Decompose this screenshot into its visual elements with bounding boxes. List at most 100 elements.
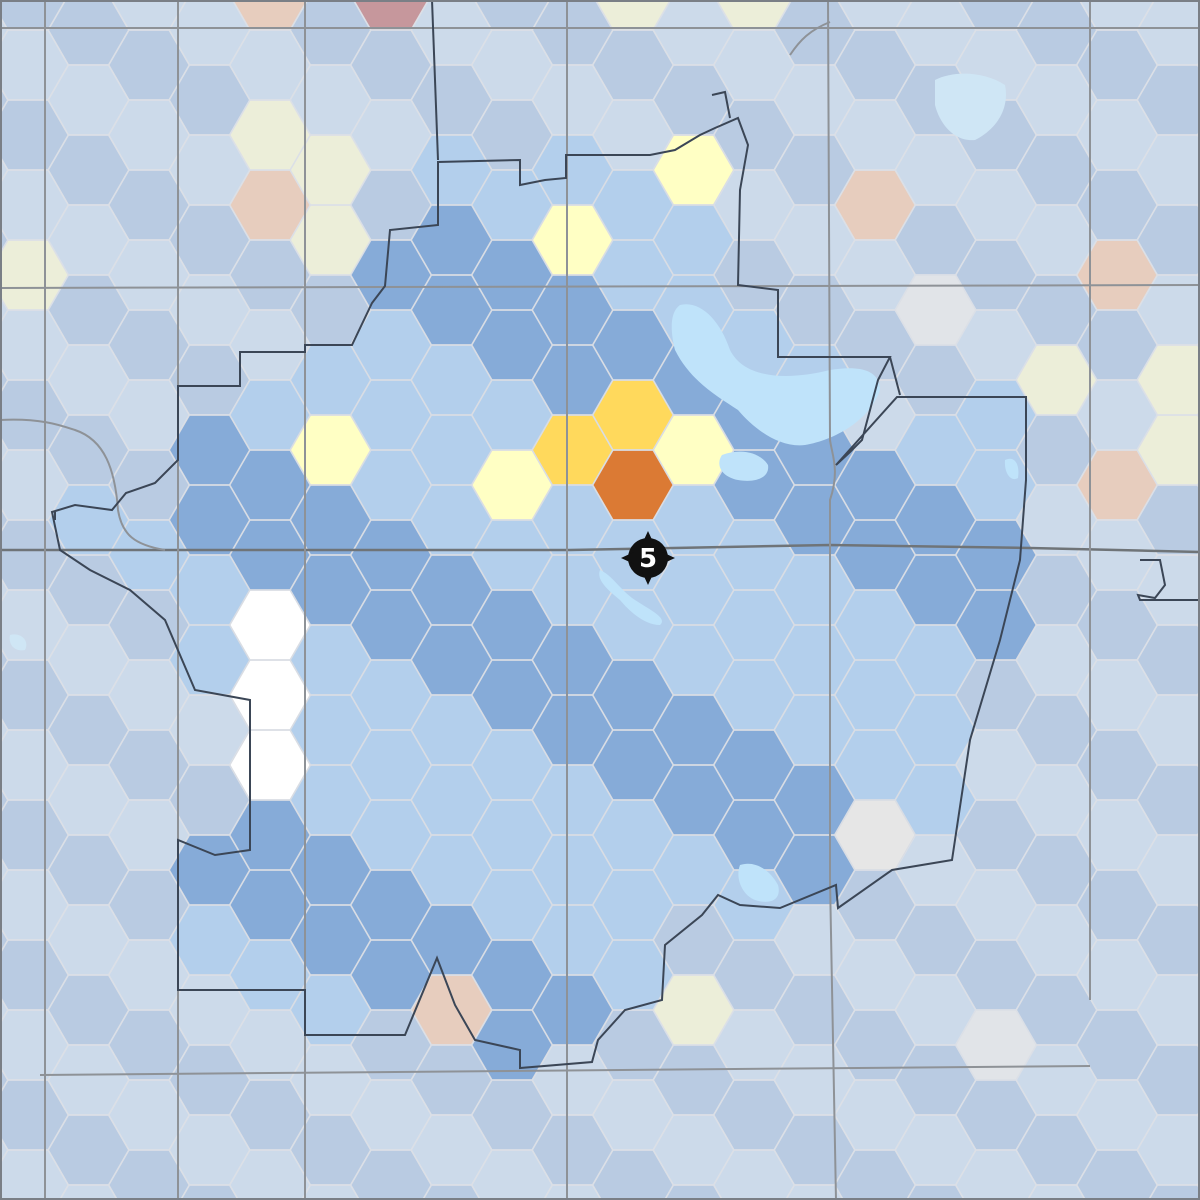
hex-cell[interactable] <box>0 99 69 171</box>
hex-cell[interactable] <box>531 764 614 836</box>
hex-cell[interactable] <box>773 134 856 206</box>
hex-cell[interactable] <box>1015 64 1098 136</box>
hex-cell[interactable] <box>471 589 553 661</box>
hex-cell[interactable] <box>471 659 553 731</box>
hex-cell[interactable] <box>894 1044 977 1116</box>
hex-cell[interactable] <box>1015 974 1098 1046</box>
hex-cell[interactable] <box>955 939 1037 1011</box>
hex-cell[interactable] <box>350 1009 432 1081</box>
hex-cell[interactable] <box>1076 239 1158 311</box>
hex-cell[interactable] <box>713 659 795 731</box>
hex-cell[interactable] <box>471 449 553 521</box>
hex-cell[interactable] <box>531 414 614 486</box>
hex-cell[interactable] <box>834 939 916 1011</box>
hex-cell[interactable] <box>894 414 977 486</box>
hex-cell[interactable] <box>47 274 130 346</box>
hex-cell[interactable] <box>1136 764 1200 836</box>
hex-cell[interactable] <box>1136 64 1200 136</box>
hex-cell[interactable] <box>1076 799 1158 871</box>
hex-cell[interactable] <box>592 379 674 451</box>
hex-cell[interactable] <box>108 169 190 241</box>
hex-cell[interactable] <box>1136 554 1200 626</box>
hex-cell[interactable] <box>0 729 69 801</box>
hex-cell[interactable] <box>1015 1044 1098 1116</box>
hex-cell[interactable] <box>229 1009 311 1081</box>
hex-cell[interactable] <box>1076 589 1158 661</box>
hex-cell[interactable] <box>0 939 69 1011</box>
hex-cell[interactable] <box>773 624 856 696</box>
hex-cell[interactable] <box>955 869 1037 941</box>
hex-cell[interactable] <box>592 449 674 521</box>
hex-cell[interactable] <box>47 974 130 1046</box>
hex-cell[interactable] <box>652 0 735 66</box>
hex-cell[interactable] <box>955 1079 1037 1151</box>
hex-cell[interactable] <box>0 309 69 381</box>
hex-cell[interactable] <box>1015 134 1098 206</box>
hex-cell[interactable] <box>350 589 432 661</box>
hex-cell[interactable] <box>289 414 372 486</box>
hex-cell[interactable] <box>350 1079 432 1151</box>
hex-cell[interactable] <box>168 904 251 976</box>
hex-cell[interactable] <box>289 1044 372 1116</box>
hex-cell[interactable] <box>410 1114 493 1186</box>
hex-cell[interactable] <box>713 939 795 1011</box>
hex-cell[interactable] <box>109 0 189 31</box>
hex-cell[interactable] <box>471 239 553 311</box>
hex-cell[interactable] <box>713 169 795 241</box>
hex-cell[interactable] <box>652 554 735 626</box>
hex-cell[interactable] <box>652 694 735 766</box>
hex-cell[interactable] <box>592 799 674 871</box>
hex-cell[interactable] <box>1015 624 1098 696</box>
hex-cell[interactable] <box>894 904 977 976</box>
hex-cell[interactable] <box>47 764 130 836</box>
hex-cell[interactable] <box>713 1009 795 1081</box>
hex-cell[interactable] <box>47 904 130 976</box>
hex-cell[interactable] <box>47 834 130 906</box>
hex-cell[interactable] <box>47 64 130 136</box>
hex-cell[interactable] <box>773 204 856 276</box>
hex-cell[interactable] <box>291 1184 371 1200</box>
hex-cell[interactable] <box>170 1184 250 1200</box>
hex-cell[interactable] <box>289 624 372 696</box>
hex-cell[interactable] <box>1076 519 1158 591</box>
hex-cell[interactable] <box>471 29 553 101</box>
hex-cell[interactable] <box>410 904 493 976</box>
hex-cell[interactable] <box>410 414 493 486</box>
hex-cell[interactable] <box>894 0 977 66</box>
hex-cell[interactable] <box>168 204 251 276</box>
hex-cell[interactable] <box>1076 1079 1158 1151</box>
hex-cell[interactable] <box>350 379 432 451</box>
hex-cell[interactable] <box>350 449 432 521</box>
hex-cell[interactable] <box>47 694 130 766</box>
hex-cell[interactable] <box>471 1149 553 1200</box>
hex-cell[interactable] <box>894 274 977 346</box>
hex-cell[interactable] <box>955 169 1037 241</box>
hex-cell[interactable] <box>410 974 493 1046</box>
hex-cell[interactable] <box>1136 414 1200 486</box>
hex-cell[interactable] <box>350 169 432 241</box>
hex-cell[interactable] <box>1136 904 1200 976</box>
hex-cell[interactable] <box>592 869 674 941</box>
hex-cell[interactable] <box>1015 274 1098 346</box>
hex-cell[interactable] <box>713 99 795 171</box>
hex-cell[interactable] <box>108 239 190 311</box>
hex-cell[interactable] <box>834 239 916 311</box>
hex-cell[interactable] <box>1015 904 1098 976</box>
hex-cell[interactable] <box>894 204 977 276</box>
hex-cell[interactable] <box>1076 169 1158 241</box>
hex-cell[interactable] <box>229 519 311 591</box>
hex-cell[interactable] <box>1136 484 1200 556</box>
hex-cell[interactable] <box>229 29 311 101</box>
hex-cell[interactable] <box>1076 99 1158 171</box>
hex-cell[interactable] <box>955 1149 1037 1200</box>
hex-cell[interactable] <box>289 484 372 556</box>
hex-cell[interactable] <box>108 1149 190 1200</box>
hex-cell[interactable] <box>168 344 251 416</box>
hex-cell[interactable] <box>410 0 493 66</box>
hex-cell[interactable] <box>108 29 190 101</box>
hex-cell[interactable] <box>1076 939 1158 1011</box>
hex-cell[interactable] <box>47 554 130 626</box>
hex-cell[interactable] <box>471 99 553 171</box>
hex-cell[interactable] <box>350 869 432 941</box>
